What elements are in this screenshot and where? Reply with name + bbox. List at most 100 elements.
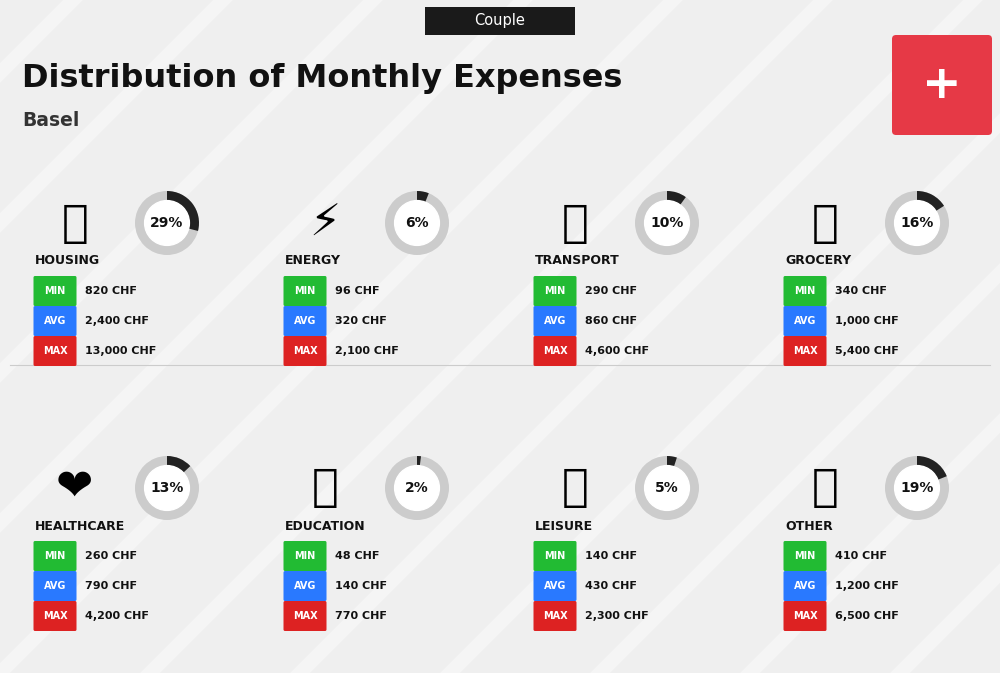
Text: AVG: AVG xyxy=(294,581,316,591)
Text: 16%: 16% xyxy=(900,216,934,230)
Text: 1,000 CHF: 1,000 CHF xyxy=(835,316,899,326)
Text: 320 CHF: 320 CHF xyxy=(335,316,387,326)
Text: AVG: AVG xyxy=(294,316,316,326)
FancyBboxPatch shape xyxy=(284,306,326,336)
FancyBboxPatch shape xyxy=(284,336,326,366)
FancyBboxPatch shape xyxy=(425,7,575,35)
Text: MAX: MAX xyxy=(543,346,567,356)
FancyBboxPatch shape xyxy=(892,35,992,135)
Wedge shape xyxy=(667,191,686,205)
FancyBboxPatch shape xyxy=(534,336,576,366)
Text: 🏢: 🏢 xyxy=(62,201,88,244)
Text: OTHER: OTHER xyxy=(785,520,833,532)
Circle shape xyxy=(395,466,439,510)
Text: MIN: MIN xyxy=(294,551,316,561)
Text: 🛒: 🛒 xyxy=(812,201,838,244)
Text: MAX: MAX xyxy=(293,611,317,621)
Text: 860 CHF: 860 CHF xyxy=(585,316,637,326)
Text: MAX: MAX xyxy=(543,611,567,621)
Wedge shape xyxy=(167,191,199,231)
FancyBboxPatch shape xyxy=(534,276,576,306)
FancyBboxPatch shape xyxy=(284,276,326,306)
Text: AVG: AVG xyxy=(44,316,66,326)
Text: MIN: MIN xyxy=(44,551,66,561)
Wedge shape xyxy=(417,191,429,202)
Text: AVG: AVG xyxy=(544,316,566,326)
Wedge shape xyxy=(385,191,449,255)
Text: 410 CHF: 410 CHF xyxy=(835,551,887,561)
Wedge shape xyxy=(635,191,699,255)
Text: MAX: MAX xyxy=(293,346,317,356)
FancyBboxPatch shape xyxy=(284,601,326,631)
Text: 5%: 5% xyxy=(655,481,679,495)
Wedge shape xyxy=(135,456,199,520)
FancyBboxPatch shape xyxy=(534,601,576,631)
Text: 6%: 6% xyxy=(405,216,429,230)
FancyBboxPatch shape xyxy=(784,336,826,366)
FancyBboxPatch shape xyxy=(784,276,826,306)
Circle shape xyxy=(895,201,939,246)
Text: MAX: MAX xyxy=(793,611,817,621)
FancyBboxPatch shape xyxy=(34,601,76,631)
Text: 290 CHF: 290 CHF xyxy=(585,286,637,296)
Text: 770 CHF: 770 CHF xyxy=(335,611,387,621)
Text: 13,000 CHF: 13,000 CHF xyxy=(85,346,156,356)
Text: 29%: 29% xyxy=(150,216,184,230)
Text: 4,600 CHF: 4,600 CHF xyxy=(585,346,649,356)
Text: 2,300 CHF: 2,300 CHF xyxy=(585,611,649,621)
Circle shape xyxy=(145,466,189,510)
Text: LEISURE: LEISURE xyxy=(535,520,593,532)
Text: MIN: MIN xyxy=(294,286,316,296)
Text: 140 CHF: 140 CHF xyxy=(585,551,637,561)
Text: ❤️: ❤️ xyxy=(56,466,94,509)
Text: 🚌: 🚌 xyxy=(562,201,588,244)
Text: +: + xyxy=(922,63,962,108)
Text: GROCERY: GROCERY xyxy=(785,254,851,267)
Text: MIN: MIN xyxy=(544,551,566,561)
Text: MAX: MAX xyxy=(43,611,67,621)
FancyBboxPatch shape xyxy=(34,336,76,366)
Text: 140 CHF: 140 CHF xyxy=(335,581,387,591)
Text: 430 CHF: 430 CHF xyxy=(585,581,637,591)
Circle shape xyxy=(645,466,689,510)
Text: 4,200 CHF: 4,200 CHF xyxy=(85,611,149,621)
Text: 96 CHF: 96 CHF xyxy=(335,286,380,296)
Text: Basel: Basel xyxy=(22,112,79,131)
Text: MAX: MAX xyxy=(793,346,817,356)
Circle shape xyxy=(895,466,939,510)
Text: 2,100 CHF: 2,100 CHF xyxy=(335,346,399,356)
Text: 13%: 13% xyxy=(150,481,184,495)
Wedge shape xyxy=(167,456,190,472)
Circle shape xyxy=(395,201,439,246)
Text: EDUCATION: EDUCATION xyxy=(285,520,366,532)
Text: MIN: MIN xyxy=(44,286,66,296)
Text: ⚡: ⚡ xyxy=(309,201,341,244)
Text: AVG: AVG xyxy=(794,581,816,591)
Text: 340 CHF: 340 CHF xyxy=(835,286,887,296)
FancyBboxPatch shape xyxy=(784,571,826,601)
Wedge shape xyxy=(417,456,421,466)
Text: 🎓: 🎓 xyxy=(312,466,338,509)
FancyBboxPatch shape xyxy=(34,541,76,571)
Wedge shape xyxy=(917,456,947,480)
FancyBboxPatch shape xyxy=(34,276,76,306)
Text: TRANSPORT: TRANSPORT xyxy=(535,254,620,267)
Text: 790 CHF: 790 CHF xyxy=(85,581,137,591)
Text: 6,500 CHF: 6,500 CHF xyxy=(835,611,899,621)
FancyBboxPatch shape xyxy=(284,541,326,571)
Wedge shape xyxy=(385,456,449,520)
FancyBboxPatch shape xyxy=(34,571,76,601)
Text: HOUSING: HOUSING xyxy=(35,254,100,267)
Circle shape xyxy=(645,201,689,246)
FancyBboxPatch shape xyxy=(534,306,576,336)
FancyBboxPatch shape xyxy=(784,601,826,631)
Wedge shape xyxy=(885,456,949,520)
Wedge shape xyxy=(135,191,199,255)
Wedge shape xyxy=(635,456,699,520)
Text: 820 CHF: 820 CHF xyxy=(85,286,137,296)
Text: 5,400 CHF: 5,400 CHF xyxy=(835,346,899,356)
Text: 2,400 CHF: 2,400 CHF xyxy=(85,316,149,326)
Text: AVG: AVG xyxy=(544,581,566,591)
Text: MIN: MIN xyxy=(794,286,816,296)
FancyBboxPatch shape xyxy=(284,571,326,601)
